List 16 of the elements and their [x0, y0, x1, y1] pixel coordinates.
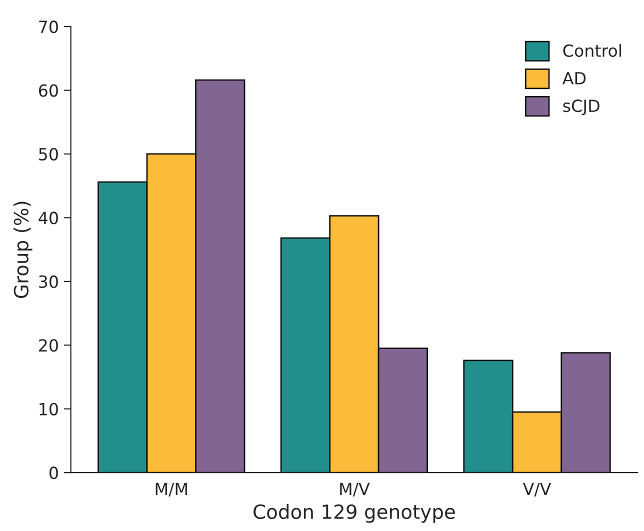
y-tick-label: 70: [39, 20, 58, 34]
x-tick-label: M/M: [156, 482, 187, 497]
legend-label: sCJD: [563, 100, 600, 116]
y-tick-label: 10: [40, 402, 58, 416]
y-tick-label: 20: [39, 339, 58, 352]
y-tick-label: 40: [38, 212, 58, 224]
x-tick-label: M/V: [340, 482, 370, 497]
y-tick-label: 0: [50, 466, 58, 480]
x-axis-title: Codon 129 genotype: [254, 504, 455, 523]
y-tick-label: 50: [39, 148, 58, 161]
legend-label: Control: [563, 44, 621, 57]
y-tick-label: 30: [39, 275, 58, 288]
legend-label: AD: [562, 72, 586, 84]
y-tick-label: 60: [38, 84, 58, 97]
y-axis-title: Group (%): [13, 202, 32, 298]
x-tick-label: V/V: [522, 482, 552, 497]
